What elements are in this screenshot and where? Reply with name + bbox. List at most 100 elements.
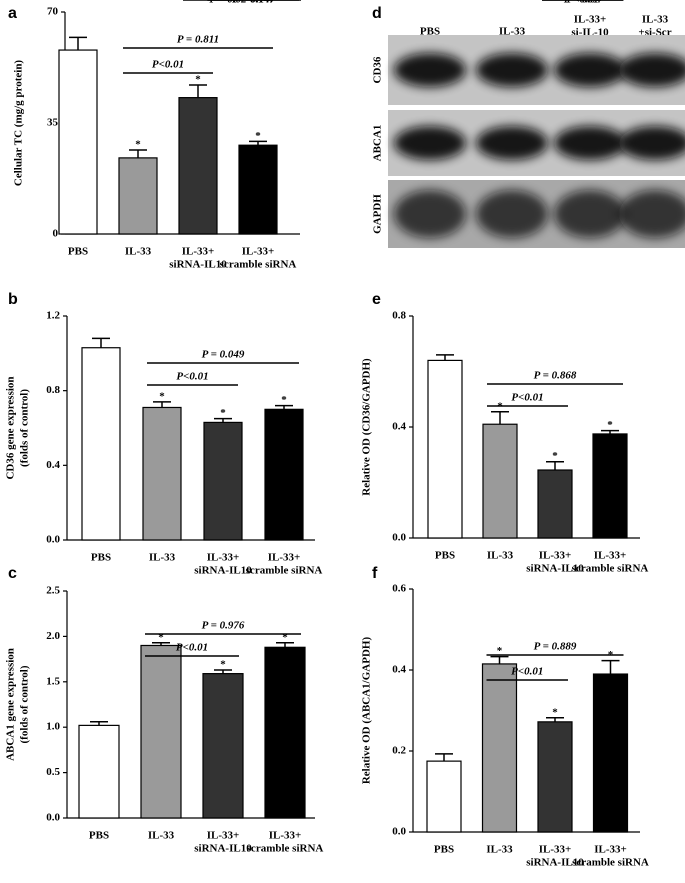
p-value-label: P = 0.889 <box>534 641 577 653</box>
significance-star: * <box>497 645 503 657</box>
error-bar <box>546 460 564 471</box>
y-tick-label: 0.2 <box>392 745 406 757</box>
x-tick-label: siRNA-IL10 <box>194 565 252 577</box>
blot-band <box>476 53 548 87</box>
error-bar <box>153 401 171 408</box>
bar <box>537 469 573 539</box>
y-axis-label: (folds of control) <box>19 665 31 743</box>
bar <box>203 421 243 541</box>
error-bar <box>214 417 232 423</box>
x-tick-label: IL-33+ <box>594 844 627 856</box>
significance-star: * <box>159 390 165 402</box>
panel-label: d <box>372 5 382 22</box>
blot-band <box>619 53 685 87</box>
bar <box>427 359 463 539</box>
panel-label: b <box>8 291 18 308</box>
error-bar <box>275 404 293 410</box>
x-tick-label: IL-33 <box>148 830 175 842</box>
x-tick-label: IL-33 <box>149 552 176 564</box>
error-bar <box>152 642 170 646</box>
y-tick-label: 0.4 <box>392 421 406 433</box>
y-axis-label: Cellular TC (mg/g protein) <box>13 60 25 187</box>
y-axis-label: Relative OD (ABCA1/GAPDH) <box>361 637 373 785</box>
x-tick-label: PBS <box>434 844 454 856</box>
row-label: CD36 <box>372 56 384 83</box>
blot-band <box>554 126 626 160</box>
x-tick-label: IL-33+ <box>207 552 240 564</box>
significance-star: * <box>282 631 288 643</box>
significance-star: * <box>552 706 558 718</box>
p-value-label: P<0.01 <box>176 642 208 654</box>
y-axis-label: (folds of control) <box>19 389 31 467</box>
x-tick-label: scramble siRNA <box>246 565 323 577</box>
y-axis-label: ABCA1 gene expression <box>5 648 17 761</box>
y-tick-label: 1.0 <box>46 721 60 733</box>
significance-star: * <box>281 394 287 406</box>
y-tick-label: 0 <box>53 228 59 240</box>
y-tick-label: 2.5 <box>46 585 60 597</box>
y-tick-label: 0.0 <box>392 826 406 838</box>
error-bar <box>92 337 110 348</box>
x-tick-label: IL-33 <box>125 246 152 258</box>
bar <box>592 433 628 539</box>
bar <box>78 724 120 819</box>
x-tick-label: IL-33+ <box>594 550 627 562</box>
significance-star: * <box>135 138 141 150</box>
error-bar <box>490 655 509 664</box>
blot-band <box>476 126 548 160</box>
blot-band <box>394 126 466 160</box>
lane-label: PBS <box>420 26 440 38</box>
y-tick-label: 0.8 <box>392 310 406 322</box>
bar <box>238 144 278 235</box>
blot-band <box>619 126 685 160</box>
p-value-label: P<0.01 <box>511 392 543 404</box>
lane-label: IL-33 <box>642 14 669 26</box>
x-tick-label: IL-33 <box>486 844 513 856</box>
y-tick-label: 0.0 <box>392 532 406 544</box>
error-bar <box>436 354 454 361</box>
row-label: ABCA1 <box>372 125 384 162</box>
bar <box>142 406 182 541</box>
bar <box>481 663 518 833</box>
significance-star: * <box>195 73 201 85</box>
significance-star: * <box>607 419 613 431</box>
x-tick-label: IL-33+ <box>182 246 215 258</box>
x-tick-label: IL-33+ <box>207 830 240 842</box>
x-tick-label: siRNA-IL10 <box>526 563 584 575</box>
x-tick-label: scramble siRNA <box>572 857 649 869</box>
error-bar <box>276 642 294 648</box>
p-value-label: P = 0.02 <box>209 0 247 6</box>
x-tick-label: IL-33+ <box>539 550 572 562</box>
bar <box>58 49 98 235</box>
bar <box>426 760 462 833</box>
p-value-label: P<0.01 <box>567 0 599 6</box>
x-tick-label: IL-33+ <box>242 246 275 258</box>
x-tick-label: PBS <box>89 830 109 842</box>
bar <box>537 721 573 833</box>
p-value-label: P = 0.811 <box>177 34 219 46</box>
y-tick-label: 70 <box>47 6 59 18</box>
row-label: GAPDH <box>372 194 384 234</box>
lane-label: IL-33 <box>499 26 526 38</box>
p-value-label: P = 0.147 <box>232 0 275 6</box>
panel-label: c <box>8 565 17 582</box>
significance-star: * <box>255 130 261 142</box>
blot-band <box>554 190 626 238</box>
error-bar <box>69 36 87 51</box>
x-tick-label: PBS <box>91 552 111 564</box>
p-value-label: P = 0.868 <box>534 370 577 382</box>
error-bar <box>214 669 232 674</box>
y-axis-label: Relative OD (CD36/GAPDH) <box>361 358 373 496</box>
blot-band <box>394 190 466 238</box>
bar <box>178 97 218 235</box>
x-tick-label: scramble siRNA <box>220 259 297 271</box>
p-value-label: P = 0.976 <box>202 620 245 632</box>
p-value-label: P<0.01 <box>176 371 208 383</box>
y-tick-label: 0.4 <box>392 664 406 676</box>
bar <box>264 408 304 541</box>
x-tick-label: IL-33+ <box>269 830 302 842</box>
significance-star: * <box>552 450 558 462</box>
y-axis-label: CD36 gene expression <box>5 376 17 479</box>
significance-star: * <box>220 407 226 419</box>
significance-star: * <box>158 631 164 643</box>
